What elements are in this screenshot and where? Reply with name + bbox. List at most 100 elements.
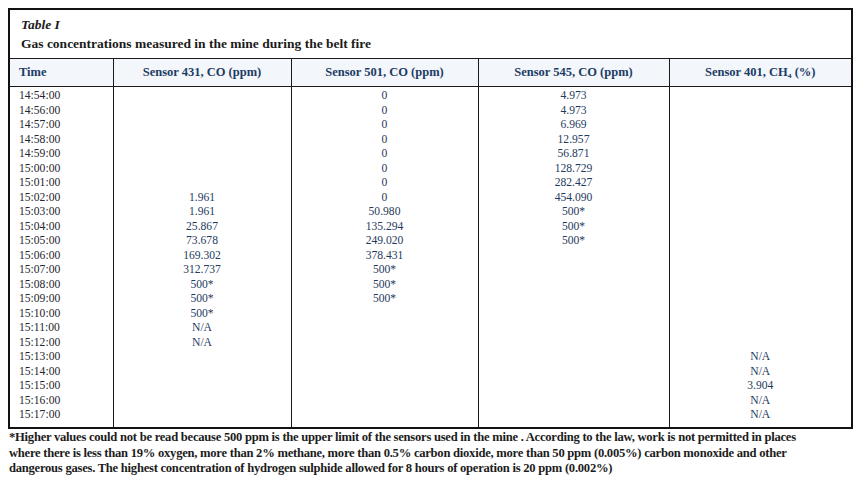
table-row: 15:13:00N/A [10,350,851,365]
table-row: 14:57:0006.969 [10,118,851,133]
table-row: 15:02:001.9610454.090 [10,191,851,206]
time-cell: 15:00:00 [10,162,113,177]
value-cell [669,205,851,220]
time-cell: 15:04:00 [10,220,113,235]
table-body: 14:54:0004.97314:56:0004.97314:57:0006.9… [10,87,851,427]
value-cell [669,176,851,191]
value-cell [478,379,669,394]
value-cell: 312.737 [113,263,291,278]
column-header-sensor-501: Sensor 501, CO (ppm) [291,59,478,87]
value-cell: 4.973 [478,87,669,104]
value-cell [478,292,669,307]
table-row: 15:06:00169.302378.431 [10,249,851,264]
time-cell: 14:59:00 [10,147,113,162]
value-cell: N/A [669,394,851,409]
table-label: Table I [21,15,851,34]
value-cell [478,394,669,409]
table-row: 15:14:00 N/A [10,365,851,380]
value-cell: 500* [478,234,669,249]
value-cell: 454.090 [478,191,669,206]
table-frame: Table I Gas concentrations measured in t… [8,8,853,429]
value-cell [669,147,851,162]
value-cell: 0 [291,87,478,104]
time-cell: 14:57:00 [10,118,113,133]
time-cell: 15:09:00 [10,292,113,307]
value-cell: 56.871 [478,147,669,162]
value-cell [291,350,478,365]
value-cell: 3.904 [669,379,851,394]
time-cell: 14:58:00 [10,133,113,148]
column-header-time: Time [10,59,113,87]
value-cell: 128.729 [478,162,669,177]
value-cell [478,278,669,293]
value-cell [669,191,851,206]
value-cell [478,408,669,427]
value-cell: 0 [291,176,478,191]
value-cell: 500* [478,220,669,235]
value-cell [669,263,851,278]
value-cell [669,278,851,293]
value-cell [113,176,291,191]
time-cell: 15:10:00 [10,307,113,322]
column-header-sensor-545: Sensor 545, CO (ppm) [478,59,669,87]
footnote-line: dangerous gases. The highest concentrati… [9,461,855,477]
value-cell [669,336,851,351]
value-cell: 73.678 [113,234,291,249]
value-cell [478,249,669,264]
table-row: 15:01:00 0282.427 [10,176,851,191]
column-header-sensor-431: Sensor 431, CO (ppm) [113,59,291,87]
table-row: 15:00:00 0128.729 [10,162,851,177]
table-row: 15:12:00N/A [10,336,851,351]
time-cell: 15:01:00 [10,176,113,191]
value-cell [291,365,478,380]
value-cell [113,133,291,148]
value-cell: 50.980 [291,205,478,220]
column-header-sensor-401: Sensor 401, CH₄ (%) [669,59,851,87]
value-cell: N/A [113,321,291,336]
table-row: 15:07:00312.737500* [10,263,851,278]
value-cell: 500* [291,292,478,307]
time-cell: 15:14:00 [10,365,113,380]
value-cell: 0 [291,133,478,148]
value-cell: 500* [291,263,478,278]
time-cell: 15:11:00 [10,321,113,336]
value-cell: 500* [113,292,291,307]
value-cell [669,104,851,119]
time-cell: 15:08:00 [10,278,113,293]
value-cell [478,263,669,278]
value-cell: 378.431 [291,249,478,264]
value-cell: 1.961 [113,205,291,220]
page-root: Table I Gas concentrations measured in t… [0,0,861,492]
value-cell [669,162,851,177]
value-cell [669,321,851,336]
value-cell: 6.969 [478,118,669,133]
value-cell [291,307,478,322]
value-cell [669,220,851,235]
value-cell [291,321,478,336]
table-row: 15:04:0025.867135.294500* [10,220,851,235]
table-header: Time Sensor 431, CO (ppm) Sensor 501, CO… [10,59,851,87]
table-title-block: Table I Gas concentrations measured in t… [10,10,851,58]
time-cell: 15:03:00 [10,205,113,220]
table-footnote: *Higher values could not be read because… [9,430,855,477]
value-cell [113,350,291,365]
value-cell [669,118,851,133]
table-row: 15:03:001.96150.980500* [10,205,851,220]
value-cell: 500* [291,278,478,293]
value-cell [113,87,291,104]
table-row: 14:56:0004.973 [10,104,851,119]
value-cell [113,104,291,119]
value-cell [669,249,851,264]
time-cell: 15:17:00 [10,408,113,427]
table-row: 15:05:0073.678249.020500* [10,234,851,249]
footnote-line: *Higher values could not be read because… [9,430,855,446]
table-row: 15:10:00500* [10,307,851,322]
value-cell: 12.957 [478,133,669,148]
value-cell [669,87,851,104]
value-cell: 0 [291,162,478,177]
value-cell: 500* [478,205,669,220]
time-cell: 14:54:00 [10,87,113,104]
value-cell: N/A [669,365,851,380]
value-cell: 282.427 [478,176,669,191]
table-row: 15:16:00N/A [10,394,851,409]
